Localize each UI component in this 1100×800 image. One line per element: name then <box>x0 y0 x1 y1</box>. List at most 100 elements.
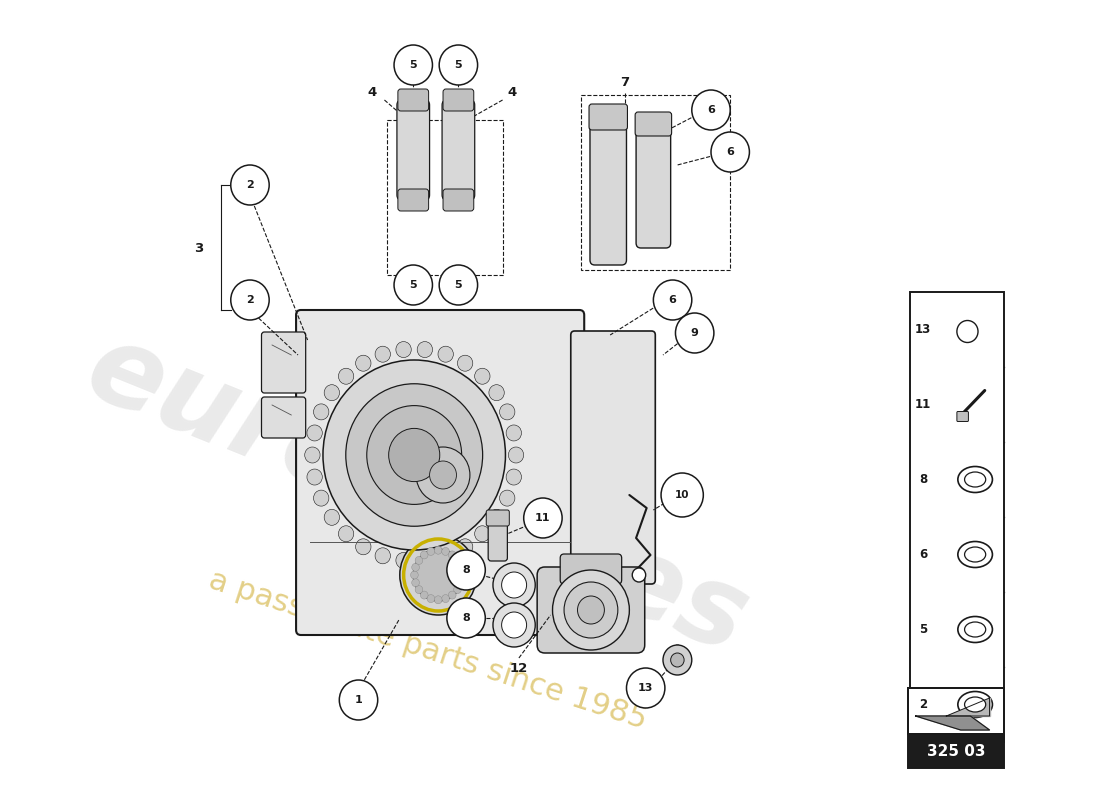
Circle shape <box>524 498 562 538</box>
Circle shape <box>420 551 428 559</box>
Text: 325 03: 325 03 <box>926 744 986 758</box>
Text: 8: 8 <box>920 473 927 486</box>
Circle shape <box>449 551 456 559</box>
Circle shape <box>231 280 270 320</box>
Text: 6: 6 <box>707 105 715 115</box>
Circle shape <box>675 313 714 353</box>
Circle shape <box>957 321 978 342</box>
Circle shape <box>475 368 490 384</box>
Text: 2: 2 <box>920 698 927 711</box>
Circle shape <box>388 429 440 482</box>
Text: 3: 3 <box>195 242 204 254</box>
Circle shape <box>415 557 422 565</box>
Text: eurospares: eurospares <box>73 314 763 676</box>
Polygon shape <box>915 716 990 730</box>
Circle shape <box>410 571 418 579</box>
Circle shape <box>627 668 664 708</box>
Ellipse shape <box>958 466 992 493</box>
Circle shape <box>345 384 483 526</box>
Text: 8: 8 <box>462 613 470 623</box>
FancyBboxPatch shape <box>636 113 671 248</box>
Circle shape <box>564 582 618 638</box>
FancyBboxPatch shape <box>262 397 306 438</box>
FancyBboxPatch shape <box>443 189 474 211</box>
Circle shape <box>417 342 432 358</box>
Circle shape <box>396 553 411 569</box>
Text: 11: 11 <box>536 513 551 523</box>
Circle shape <box>499 404 515 420</box>
Circle shape <box>411 578 419 586</box>
FancyBboxPatch shape <box>398 189 429 211</box>
Circle shape <box>438 548 453 564</box>
Bar <box>581 95 730 270</box>
FancyBboxPatch shape <box>957 411 968 422</box>
Circle shape <box>442 594 450 602</box>
Circle shape <box>711 132 749 172</box>
Circle shape <box>663 645 692 675</box>
Text: 5: 5 <box>409 280 417 290</box>
Text: 7: 7 <box>620 75 629 89</box>
Text: 11: 11 <box>915 398 932 411</box>
Circle shape <box>416 447 470 503</box>
Circle shape <box>456 563 464 571</box>
Circle shape <box>430 461 456 489</box>
FancyBboxPatch shape <box>590 105 627 265</box>
Circle shape <box>502 612 527 638</box>
Circle shape <box>339 368 354 384</box>
Bar <box>908 688 1004 734</box>
Circle shape <box>420 591 428 599</box>
Ellipse shape <box>965 547 986 562</box>
Text: 4: 4 <box>367 86 376 99</box>
Circle shape <box>493 563 536 607</box>
Circle shape <box>415 586 422 594</box>
Text: 1: 1 <box>354 695 362 705</box>
Text: a passionate parts since 1985: a passionate parts since 1985 <box>205 566 650 734</box>
Circle shape <box>493 603 536 647</box>
Circle shape <box>459 571 466 579</box>
Circle shape <box>475 526 490 542</box>
Text: 13: 13 <box>915 323 932 336</box>
Text: 10: 10 <box>675 490 690 500</box>
Text: 2: 2 <box>246 180 254 190</box>
Text: 5: 5 <box>920 623 927 636</box>
FancyBboxPatch shape <box>296 310 584 635</box>
Text: 6: 6 <box>669 295 676 305</box>
Circle shape <box>396 342 411 358</box>
Circle shape <box>488 510 504 526</box>
Circle shape <box>314 490 329 506</box>
Text: 6: 6 <box>920 548 927 561</box>
Bar <box>910 292 1004 742</box>
Text: 13: 13 <box>638 683 653 693</box>
FancyBboxPatch shape <box>537 567 645 653</box>
Text: 8: 8 <box>462 565 470 575</box>
Circle shape <box>439 265 477 305</box>
Ellipse shape <box>965 472 986 487</box>
Circle shape <box>314 404 329 420</box>
Circle shape <box>442 547 450 555</box>
FancyBboxPatch shape <box>635 112 672 136</box>
Text: 12: 12 <box>509 662 528 674</box>
Circle shape <box>661 473 703 517</box>
Circle shape <box>366 406 462 504</box>
Circle shape <box>324 510 340 526</box>
Circle shape <box>453 557 461 565</box>
Circle shape <box>355 538 371 554</box>
Circle shape <box>447 550 485 590</box>
Circle shape <box>231 165 270 205</box>
Circle shape <box>417 553 432 569</box>
Text: 5: 5 <box>409 60 417 70</box>
Circle shape <box>458 355 473 371</box>
Text: 2: 2 <box>246 295 254 305</box>
Circle shape <box>502 572 527 598</box>
Circle shape <box>427 547 434 555</box>
Circle shape <box>508 447 524 463</box>
Text: 4: 4 <box>507 86 517 99</box>
Ellipse shape <box>965 697 986 712</box>
Circle shape <box>427 594 434 602</box>
Ellipse shape <box>965 622 986 637</box>
Circle shape <box>692 90 730 130</box>
Circle shape <box>578 596 604 624</box>
Circle shape <box>307 469 322 485</box>
FancyBboxPatch shape <box>560 554 621 584</box>
Circle shape <box>355 355 371 371</box>
